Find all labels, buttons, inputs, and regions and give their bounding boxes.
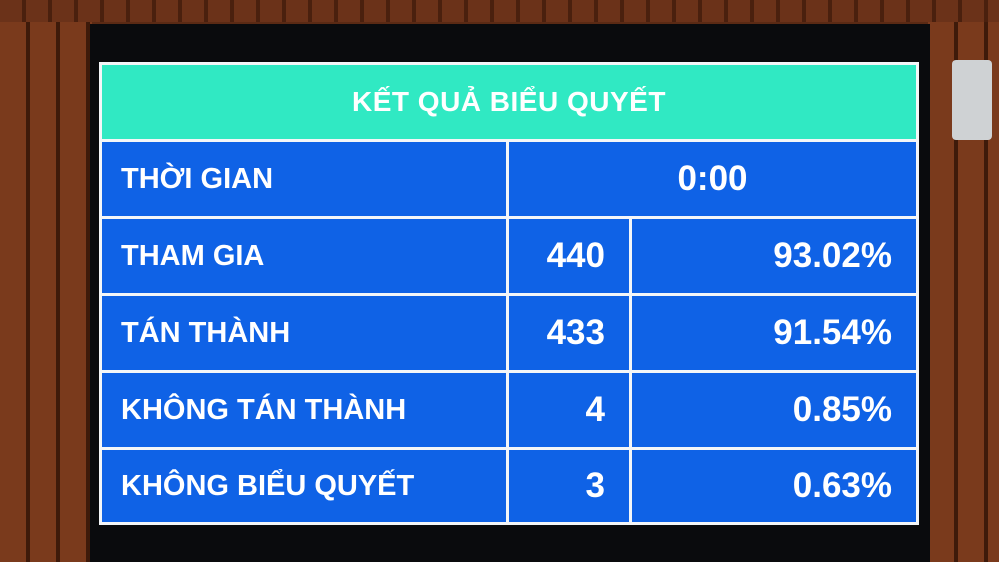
row-count: 4	[509, 373, 629, 447]
row-count: 3	[509, 450, 629, 522]
voting-results-screen: KẾT QUẢ BIỂU QUYẾT THỜI GIAN 0:00 THAM G…	[99, 62, 919, 525]
row-percent: 0.63%	[632, 450, 916, 522]
results-title: KẾT QUẢ BIỂU QUYẾT	[102, 65, 916, 139]
time-value: 0:00	[509, 142, 916, 216]
camera-icon	[952, 60, 992, 140]
row-label: THAM GIA	[102, 219, 506, 293]
wood-wall-top	[0, 0, 999, 22]
row-label: KHÔNG TÁN THÀNH	[102, 373, 506, 447]
row-percent: 93.02%	[632, 219, 916, 293]
row-percent: 0.85%	[632, 373, 916, 447]
row-percent: 91.54%	[632, 296, 916, 370]
row-label: TÁN THÀNH	[102, 296, 506, 370]
wood-wall-left	[0, 22, 92, 562]
row-count: 433	[509, 296, 629, 370]
row-label: KHÔNG BIỂU QUYẾT	[102, 450, 506, 522]
time-label: THỜI GIAN	[102, 142, 506, 216]
row-count: 440	[509, 219, 629, 293]
